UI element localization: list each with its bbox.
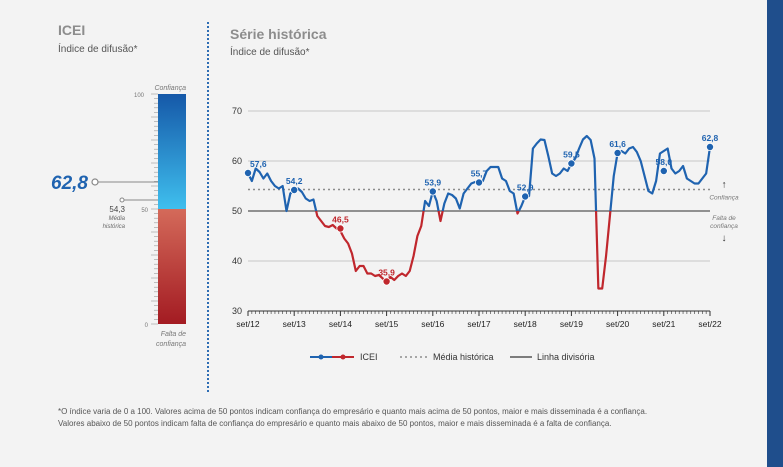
x-tick-label: set/13	[283, 319, 306, 329]
x-tick-label: set/12	[236, 319, 259, 329]
avg-pointer-dot	[119, 197, 125, 203]
annotation-point	[474, 178, 483, 187]
annotation-label: 35,9	[378, 268, 395, 278]
side-label-confidence: Confiança	[709, 195, 739, 202]
chart-subtitle: Índice de difusão*	[230, 47, 310, 58]
footnote-line-2: Valores abaixo de 50 pontos indicam falt…	[58, 419, 612, 428]
annotation-point	[243, 169, 252, 178]
annotation-label: 61,6	[609, 139, 626, 149]
series-line-lack	[515, 210, 520, 215]
avg-label-2: histórica	[103, 224, 126, 230]
avg-label-1: Média	[109, 216, 126, 222]
x-tick-label: set/15	[375, 319, 398, 329]
legend-label-divider: Linha divisória	[537, 352, 595, 362]
gauge-ticks	[151, 93, 158, 325]
panel-divider	[207, 22, 209, 392]
x-tick-label: set/16	[421, 319, 444, 329]
x-axis: set/12 set/13 set/14 set/15 set/16 set/17 set/…	[236, 310, 722, 329]
annotation-label: 54,2	[286, 176, 303, 186]
left-subtitle: Índice de difusão*	[58, 44, 138, 55]
y-tick-label: 30	[232, 306, 242, 316]
annotation-label: 59,5	[563, 150, 580, 160]
annotation-label: 62,8	[702, 133, 719, 143]
up-arrow-icon: ↑	[722, 180, 727, 191]
series-line-confidence	[247, 167, 318, 213]
x-tick-label: set/18	[514, 319, 537, 329]
legend-marker-red	[340, 354, 346, 360]
chart-grid: 30 40 50 60 70	[232, 106, 710, 316]
right-edge-bar	[767, 0, 783, 467]
y-tick-label: 70	[232, 106, 242, 116]
legend: ICEI Média histórica Linha divisória	[310, 352, 595, 362]
gauge-lack-label-2: confiança	[156, 341, 186, 348]
series-line-lack	[594, 210, 612, 290]
series-line-confidence	[517, 134, 598, 212]
annotation-label: 53,9	[425, 178, 442, 188]
side-label-lack-1: Falta de	[712, 215, 736, 222]
current-value: 62,8	[51, 173, 88, 194]
series-line-lack	[437, 210, 444, 223]
gauge: Confiança 100 50 0 Falta de confiança 62…	[51, 85, 186, 348]
annotation-label: 52,9	[517, 183, 534, 193]
series-line-confidence	[609, 145, 712, 212]
footnote-line-1: *O índice varia de 0 a 100. Valores acim…	[58, 407, 648, 416]
icei-series	[247, 134, 712, 290]
x-tick-label: set/22	[698, 319, 721, 329]
annotation-label: 55,7	[471, 169, 488, 179]
gauge-scale-0: 0	[145, 323, 149, 329]
x-tick-label: set/20	[606, 319, 629, 329]
annotation-point	[290, 186, 299, 195]
annotation-point	[336, 224, 345, 233]
avg-value: 54,3	[109, 205, 125, 214]
y-tick-label: 60	[232, 156, 242, 166]
annotation-point	[521, 192, 530, 201]
annotation-point	[659, 167, 668, 176]
gauge-scale-50: 50	[141, 208, 148, 214]
y-tick-label: 40	[232, 256, 242, 266]
gauge-lack-label-1: Falta de	[161, 331, 186, 338]
annotation-point	[613, 149, 622, 158]
annotation-point	[705, 143, 714, 152]
x-tick-label: set/14	[329, 319, 352, 329]
x-tick-label: set/17	[467, 319, 490, 329]
down-arrow-icon: ↓	[722, 233, 727, 244]
left-title: ICEI	[58, 22, 86, 38]
side-label-lack-2: confiança	[710, 223, 738, 230]
annotation-label: 58,0	[656, 157, 673, 167]
gauge-confidence-bar	[158, 94, 186, 209]
chart-title: Série histórica	[230, 26, 327, 42]
gauge-scale-100: 100	[134, 93, 145, 99]
annotation-label: 46,5	[332, 215, 349, 225]
legend-label-icei: ICEI	[360, 352, 378, 362]
gauge-lack-bar	[158, 209, 186, 324]
footnote: *O índice varia de 0 a 100. Valores acim…	[58, 406, 758, 430]
chart-annotations: 57,6 54,2 46,5 35,9 53,9 55,7 52,9 59,5 61,6 58,0…	[243, 133, 719, 286]
annotation-point	[428, 187, 437, 196]
annotation-label: 57,6	[250, 159, 267, 169]
x-tick-label: set/21	[652, 319, 675, 329]
x-tick-label: set/19	[560, 319, 583, 329]
legend-marker-blue	[318, 354, 324, 360]
annotation-point	[567, 159, 576, 168]
series-line-lack	[315, 210, 425, 283]
series-line-confidence	[422, 190, 440, 212]
gauge-confidence-label: Confiança	[154, 85, 186, 92]
annotation-point	[382, 277, 391, 286]
y-tick-label: 50	[232, 206, 242, 216]
current-pointer-dot	[91, 178, 99, 186]
legend-label-mean: Média histórica	[433, 352, 494, 362]
